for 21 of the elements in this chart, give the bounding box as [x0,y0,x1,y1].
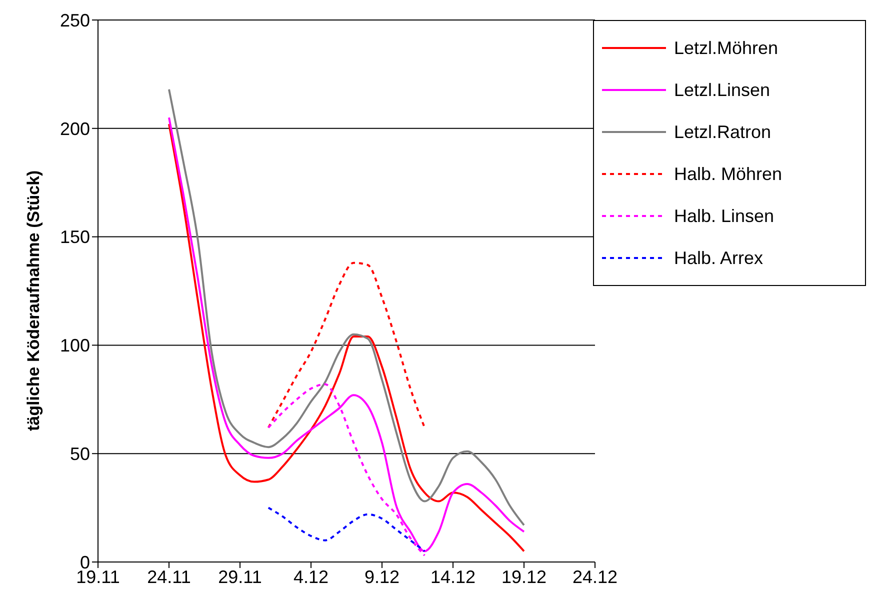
legend-label: Letzl.Ratron [674,122,772,142]
y-tick-label: 200 [60,118,90,139]
x-tick-label: 19.12 [501,566,547,587]
legend-label: Halb. Linsen [674,206,774,226]
y-tick-label: 50 [70,444,90,464]
line-series [267,506,426,552]
x-tick-label: 29.11 [218,566,262,587]
line-series [267,262,426,429]
y-tick-label: 250 [60,10,90,30]
y-axis-title: tägliche Köderaufnahme (Stück) [24,170,44,431]
x-tick-label: 24.11 [147,566,191,587]
x-tick-label: 9.12 [364,566,400,587]
legend-label: Halb. Arrex [674,248,764,268]
y-tick-label: 150 [60,227,90,248]
x-tick-label: 24.12 [572,566,618,587]
x-tick-label: 14.12 [430,566,476,587]
y-tick-label: 100 [60,336,90,356]
legend-label: Letzl.Möhren [674,38,778,58]
legend-label: Letzl.Linsen [674,80,770,100]
legend-label: Halb. Möhren [674,164,782,184]
x-tick-label: 4.12 [293,566,329,587]
